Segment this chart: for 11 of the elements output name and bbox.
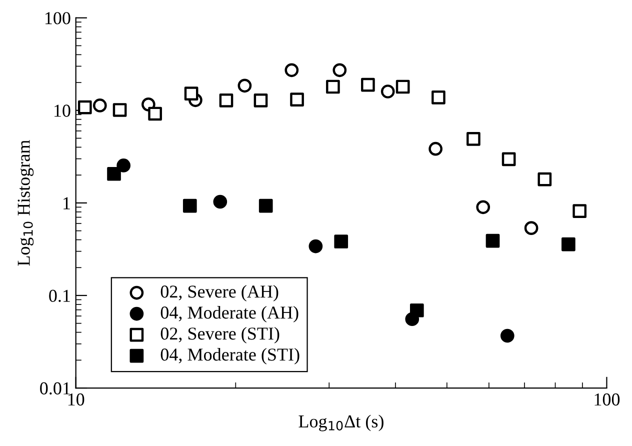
y-tick-label: 0.01 [40,382,70,395]
y-tick-label: 100 [45,12,70,24]
legend-label: 02, Severe (STI) [160,326,280,344]
legend-label: 02, Severe (AH) [160,285,278,302]
legend-label: 04, Moderate (AH) [160,306,298,322]
x-axis-title: Log$_{10}$Δt (s) [298,414,384,432]
y-tick-label: 0.1 [49,290,70,302]
y-tick-label: 1 [64,197,70,210]
y-tick-label: 10 [54,104,70,117]
legend-label: 04, Moderate (STI) [160,348,300,364]
y-axis-title: Log$_{10}$ Histogram [18,140,34,266]
